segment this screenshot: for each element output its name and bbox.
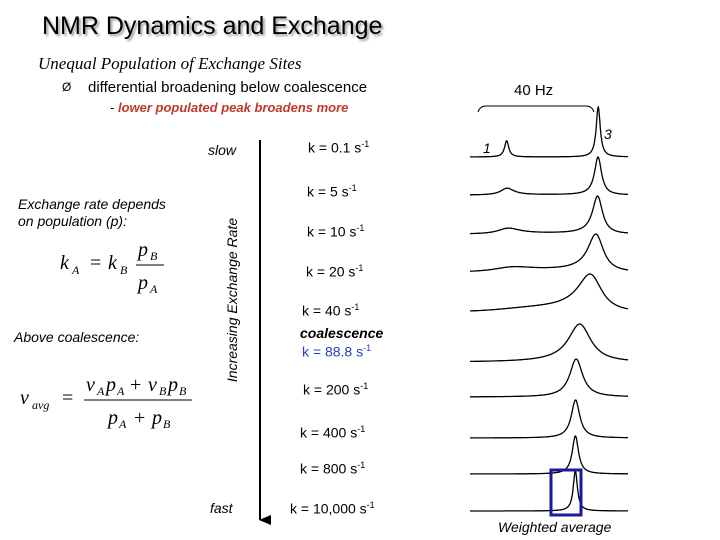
rate-label-8-exp: -1: [357, 424, 366, 434]
eq2-plus-top: +: [130, 374, 141, 396]
spectrum-9: [470, 435, 628, 475]
rate-label-6-exp: -1: [363, 343, 372, 353]
rate-label-3-exp: -1: [356, 223, 365, 233]
rate-label-7-exp: -1: [360, 381, 369, 391]
eq2-plus-bottom: +: [134, 407, 145, 429]
minor-peak-label: 1: [483, 140, 491, 156]
rate-label-4-text: k = 20 s: [306, 263, 356, 280]
rate-label-4: k = 20 s-1: [306, 263, 363, 280]
eq2-n3-sub: B: [159, 384, 167, 398]
eq2-equals: =: [62, 387, 73, 409]
subtitle: Unequal Population of Exchange Sites: [38, 54, 302, 73]
rate-label-5: k = 40 s-1: [302, 302, 359, 319]
rate-label-2: k = 5 s-1: [307, 183, 357, 200]
rate-label-2-text: k = 5 s: [307, 183, 349, 200]
slow-label: slow: [208, 142, 237, 158]
rate-label-4-exp: -1: [355, 263, 364, 273]
spectrum-1: [470, 105, 629, 158]
rate-label-8-text: k = 400 s: [300, 424, 358, 441]
eq2-n3: ν: [148, 374, 157, 396]
eq2-n1-sub: A: [96, 384, 105, 398]
weighted-average-label: Weighted average: [498, 519, 612, 535]
sub-bullet-emphasis: lower populated peak broadens more: [117, 100, 349, 115]
spectra-stack: [470, 105, 629, 512]
spectrum-4: [470, 233, 628, 272]
eq1-denominator: p: [136, 272, 148, 294]
eq1-numerator-sub: B: [150, 249, 158, 263]
rate-label-8: k = 400 s-1: [300, 424, 365, 441]
fast-label: fast: [210, 500, 233, 516]
coalescence-label: coalescence: [300, 325, 384, 341]
spectrum-2: [470, 156, 628, 196]
spectrum-10: [470, 469, 628, 512]
eq2-d1-sub: A: [118, 417, 127, 431]
rate-label-5-text: k = 40 s: [302, 302, 352, 319]
eq1-numerator: p: [136, 239, 148, 261]
equation-exchange-rate: k A = k B p B p A: [60, 239, 164, 296]
rate-label-7: k = 200 s-1: [303, 381, 368, 398]
spectrum-7: [470, 358, 628, 398]
spectrum-8: [470, 399, 628, 439]
rate-label-7-text: k = 200 s: [303, 381, 361, 398]
major-peak-label: 3: [604, 126, 612, 142]
rate-label-9-exp: -1: [357, 460, 366, 470]
rate-label-3-text: k = 10 s: [307, 223, 357, 240]
eq2-lhs-sub: avg: [32, 398, 49, 412]
rate-label-10-exp: -1: [366, 500, 375, 510]
eq2-d2: p: [150, 407, 162, 429]
sub-bullet: - lower populated peak broadens more: [110, 100, 348, 115]
page-title: NMR Dynamics and Exchange: [42, 12, 383, 40]
rate-label-6-text: k = 88.8 s: [302, 343, 364, 360]
spectrum-5: [470, 273, 629, 312]
sub-bullet-prefix: -: [110, 100, 118, 115]
rate-label-10: k = 10,000 s-1: [290, 500, 375, 517]
rate-label-5-exp: -1: [351, 302, 360, 312]
eq2-n2: p: [104, 374, 116, 396]
rate-label-1-text: k = 0.1 s: [308, 139, 362, 156]
rate-label-6: k = 88.8 s-1: [302, 343, 371, 360]
rate-label-1: k = 0.1 s-1: [308, 139, 369, 156]
eq1-equals: =: [90, 252, 101, 274]
bullet-text: differential broadening below coalescenc…: [88, 79, 368, 96]
eq1-k-sub: B: [120, 263, 128, 277]
spectrum-6: [470, 323, 629, 363]
eq2-n4: p: [166, 374, 178, 396]
eq2-d1: p: [106, 407, 118, 429]
eq1-k: k: [108, 252, 118, 274]
weighted-average-box: [549, 468, 583, 517]
eq2-n2-sub: A: [116, 384, 125, 398]
rate-label-9-text: k = 800 s: [300, 460, 358, 477]
equation-weighted-average: ν avg = ν A p A + ν B p B p A + p B: [20, 374, 192, 431]
separation-label: 40 Hz: [514, 82, 554, 99]
bullet-arrow-icon: Ø: [62, 80, 72, 94]
rate-label-3: k = 10 s-1: [307, 223, 364, 240]
exchange-rate-note-line2: on population (p):: [18, 213, 127, 229]
eq2-d2-sub: B: [163, 417, 171, 431]
eq1-lhs-sub: A: [71, 263, 80, 277]
spectrum-3: [470, 195, 628, 235]
rate-label-9: k = 800 s-1: [300, 460, 365, 477]
rate-label-1-exp: -1: [361, 139, 370, 149]
rate-label-2-exp: -1: [348, 183, 357, 193]
separation-bracket: [477, 105, 595, 113]
above-coalescence-note: Above coalescence:: [14, 329, 140, 345]
rate-label-10-text: k = 10,000 s: [290, 500, 367, 517]
exchange-rate-note-line1: Exchange rate depends: [18, 196, 166, 212]
eq2-n4-sub: B: [179, 384, 187, 398]
eq2-lhs: ν: [20, 387, 29, 409]
eq2-n1: ν: [86, 374, 95, 396]
eq1-denominator-sub: A: [149, 282, 158, 296]
eq1-lhs: k: [60, 252, 70, 274]
